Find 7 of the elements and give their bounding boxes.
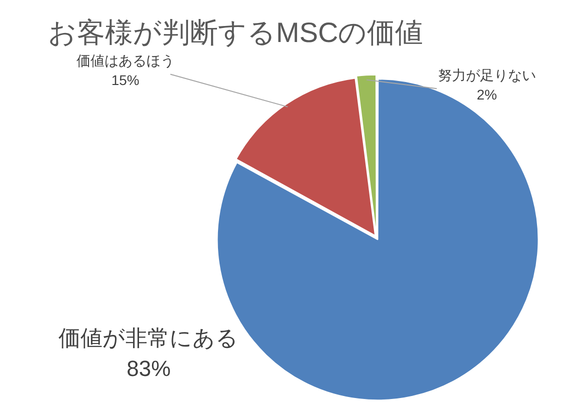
slice-label: 価値はあるほう (76, 52, 174, 68)
slice-label: 努力が足りない (438, 66, 536, 83)
data-label: 83% (126, 356, 171, 382)
chart-title: お客様が判断するMSCの価値 (48, 17, 424, 48)
data-label: 2% (476, 86, 497, 102)
slice-label: 価値が非常にある (58, 325, 239, 350)
data-label: 15% (111, 72, 140, 88)
